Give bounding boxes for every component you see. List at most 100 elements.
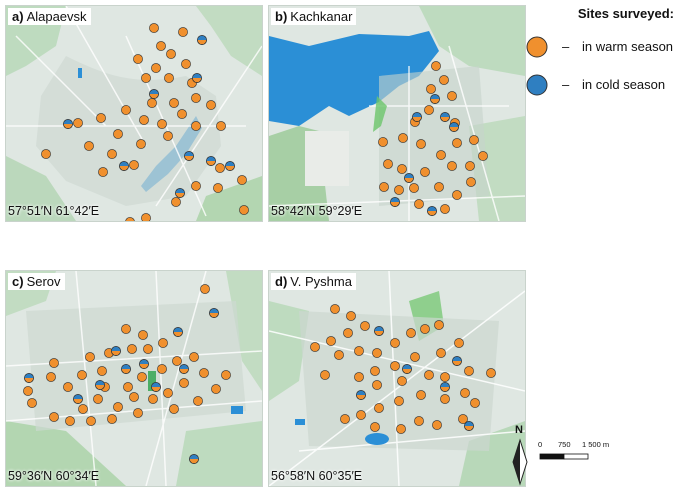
warm-season-site-marker <box>394 185 404 195</box>
warm-season-site-marker <box>397 376 407 386</box>
warm-season-site-marker <box>340 414 350 424</box>
warm-season-site-marker <box>397 164 407 174</box>
cold-season-site-marker <box>149 89 159 99</box>
cold-season-site-marker <box>374 326 384 336</box>
warm-season-site-marker <box>383 159 393 169</box>
warm-season-site-marker <box>310 342 320 352</box>
warm-season-site-marker <box>191 93 201 103</box>
map-panel-v-pyshma: d) V. Pyshma 56°58′N 60°35′E <box>268 270 526 487</box>
cold-season-site-marker <box>189 454 199 464</box>
warm-season-site-marker <box>458 414 468 424</box>
scale-bar-graphic <box>539 453 589 460</box>
warm-season-site-marker <box>191 181 201 191</box>
map-panel-kachkanar: b) Kachkanar 58°42′N 59°29′E <box>268 5 526 222</box>
warm-season-site-marker <box>436 348 446 358</box>
legend-title: Sites surveyed: <box>577 6 674 21</box>
cold-season-marker-icon <box>526 74 548 96</box>
warm-season-site-marker <box>378 137 388 147</box>
warm-season-site-marker <box>447 91 457 101</box>
warm-season-site-marker <box>178 27 188 37</box>
warm-season-site-marker <box>440 394 450 404</box>
warm-season-site-marker <box>416 390 426 400</box>
warm-season-site-marker <box>434 320 444 330</box>
panel-label: a) Alapaevsk <box>8 8 91 25</box>
warm-season-site-marker <box>63 382 73 392</box>
warm-season-site-marker <box>410 352 420 362</box>
map-base-v-pyshma <box>269 271 525 486</box>
warm-season-site-marker <box>181 59 191 69</box>
cold-season-site-marker <box>209 308 219 318</box>
warm-season-site-marker <box>424 105 434 115</box>
cold-season-site-marker <box>452 356 462 366</box>
warm-season-site-marker <box>460 388 470 398</box>
city-name: Alapaevsk <box>26 9 87 24</box>
warm-season-site-marker <box>133 54 143 64</box>
warm-season-site-marker <box>409 183 419 193</box>
warm-season-site-marker <box>23 386 33 396</box>
warm-season-site-marker <box>434 182 444 192</box>
cold-season-site-marker <box>63 119 73 129</box>
legend-cold-label: in cold season <box>582 77 666 92</box>
warm-season-site-marker <box>163 131 173 141</box>
warm-season-site-marker <box>221 370 231 380</box>
scale-tick-1500: 1 500 m <box>582 440 610 449</box>
warm-season-site-marker <box>452 138 462 148</box>
warm-season-site-marker <box>113 402 123 412</box>
warm-season-site-marker <box>431 61 441 71</box>
cold-season-site-marker <box>111 346 121 356</box>
legend-dash: – <box>562 39 570 54</box>
warm-season-site-marker <box>73 118 83 128</box>
map-panel-serov: c) Serov 59°36′N 60°34′E <box>5 270 263 487</box>
warm-season-site-marker <box>78 404 88 414</box>
warm-season-site-marker <box>84 141 94 151</box>
warm-season-site-marker <box>343 328 353 338</box>
warm-season-site-marker <box>213 183 223 193</box>
coordinates-label: 56°58′N 60°35′E <box>271 469 363 483</box>
warm-season-site-marker <box>346 311 356 321</box>
warm-season-site-marker <box>432 420 442 430</box>
warm-season-site-marker <box>123 382 133 392</box>
warm-season-site-marker <box>191 121 201 131</box>
warm-season-site-marker <box>374 403 384 413</box>
cold-season-site-marker <box>151 382 161 392</box>
warm-season-site-marker <box>379 182 389 192</box>
cold-season-site-marker <box>449 122 459 132</box>
warm-season-site-marker <box>65 416 75 426</box>
warm-season-site-marker <box>98 167 108 177</box>
warm-season-site-marker <box>439 75 449 85</box>
warm-season-site-marker <box>133 408 143 418</box>
warm-season-site-marker <box>121 324 131 334</box>
cold-season-site-marker <box>197 35 207 45</box>
coordinates-label: 59°36′N 60°34′E <box>8 469 100 483</box>
cold-season-site-marker <box>440 382 450 392</box>
warm-season-site-marker <box>136 139 146 149</box>
legend-warm-label: in warm season <box>582 39 674 54</box>
warm-season-site-marker <box>199 368 209 378</box>
site-markers <box>41 23 249 221</box>
warm-season-site-marker <box>326 336 336 346</box>
warm-season-site-marker <box>424 370 434 380</box>
warm-season-site-marker <box>478 151 488 161</box>
warm-season-site-marker <box>164 73 174 83</box>
warm-season-site-marker <box>414 199 424 209</box>
warm-season-site-marker <box>137 372 147 382</box>
warm-season-site-marker <box>470 398 480 408</box>
warm-season-site-marker <box>169 404 179 414</box>
warm-season-site-marker <box>454 338 464 348</box>
warm-season-site-marker <box>177 109 187 119</box>
map-base-kachkanar <box>269 6 525 221</box>
warm-season-site-marker <box>426 84 436 94</box>
warm-season-site-marker <box>129 392 139 402</box>
warm-season-site-marker <box>354 346 364 356</box>
warm-season-site-marker <box>334 350 344 360</box>
cold-season-site-marker <box>121 364 131 374</box>
map-panel-alapaevsk: a) Alapaevsk 57°51′N 61°42′E <box>5 5 263 222</box>
scale-tick-0: 0 <box>538 440 543 449</box>
panel-letter: b) <box>275 9 288 24</box>
cold-season-site-marker <box>175 188 185 198</box>
warm-season-site-marker <box>406 328 416 338</box>
warm-season-site-marker <box>141 73 151 83</box>
cold-season-site-marker <box>356 390 366 400</box>
warm-season-site-marker <box>452 190 462 200</box>
warm-season-site-marker <box>172 356 182 366</box>
